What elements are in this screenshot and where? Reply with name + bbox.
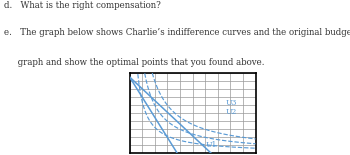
Text: U3: U3: [225, 99, 237, 107]
Text: e.   The graph below shows Charlie’s indifference curves and the original budget: e. The graph below shows Charlie’s indif…: [4, 28, 350, 37]
Text: U2: U2: [225, 108, 237, 115]
Text: d.   What is the right compensation?: d. What is the right compensation?: [4, 2, 161, 11]
Text: graph and show the optimal points that you found above.: graph and show the optimal points that y…: [4, 58, 265, 67]
Text: U1: U1: [205, 141, 216, 149]
